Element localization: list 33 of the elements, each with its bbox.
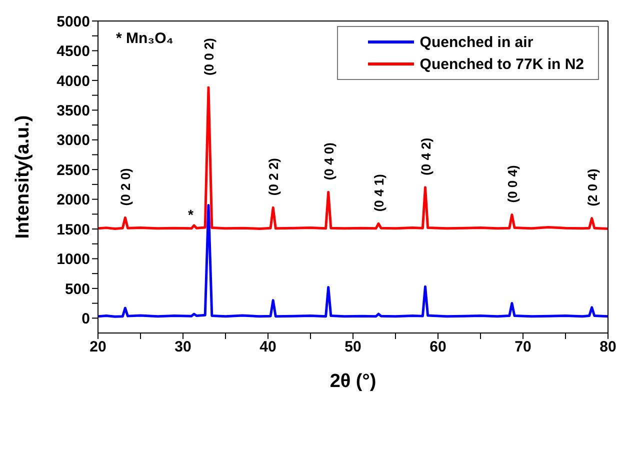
annotation: (0 2 2) xyxy=(266,158,282,196)
y-tick-label: 1500 xyxy=(56,221,90,238)
x-axis-title: 2θ (°) xyxy=(330,371,376,392)
y-axis-title: Intensity(a.u.) xyxy=(12,115,34,239)
y-tick-label: 2000 xyxy=(56,192,90,209)
annotation: * Mn₃O₄ xyxy=(116,30,174,47)
x-tick-label: 40 xyxy=(260,338,276,356)
x-tick-label: 60 xyxy=(430,338,446,356)
annotation: (2 0 4) xyxy=(584,168,600,206)
x-tick-label: 30 xyxy=(174,338,192,356)
x-tick-label: 50 xyxy=(344,338,362,356)
legend-label: Quenched to 77K in N2 xyxy=(420,56,584,72)
y-tick-label: 1000 xyxy=(56,251,90,268)
annotation: (0 0 2) xyxy=(202,38,216,76)
y-tick-label: 3000 xyxy=(56,132,90,150)
line-series xyxy=(98,86,608,230)
y-tick-label: 2500 xyxy=(56,162,90,179)
y-tick-label: 3500 xyxy=(56,102,90,120)
legend-label: Quenched in air xyxy=(420,34,534,50)
x-tick-label: 20 xyxy=(90,338,106,356)
annotation: * xyxy=(188,206,194,222)
y-tick-label: 5000 xyxy=(56,13,90,30)
annotation: (0 0 4) xyxy=(504,165,520,203)
y-tick-label: 0 xyxy=(82,310,90,328)
y-tick-label: 4500 xyxy=(56,43,90,60)
annotation: (0 2 0) xyxy=(118,168,134,206)
annotation: (0 4 1) xyxy=(372,174,386,212)
y-tick-label: 500 xyxy=(64,280,90,298)
x-tick-label: 70 xyxy=(514,338,532,356)
x-tick-label: 80 xyxy=(600,338,616,356)
annotation: (0 4 0) xyxy=(321,142,336,180)
annotation: (0 4 2) xyxy=(418,138,434,176)
y-tick-label: 4000 xyxy=(56,72,90,90)
